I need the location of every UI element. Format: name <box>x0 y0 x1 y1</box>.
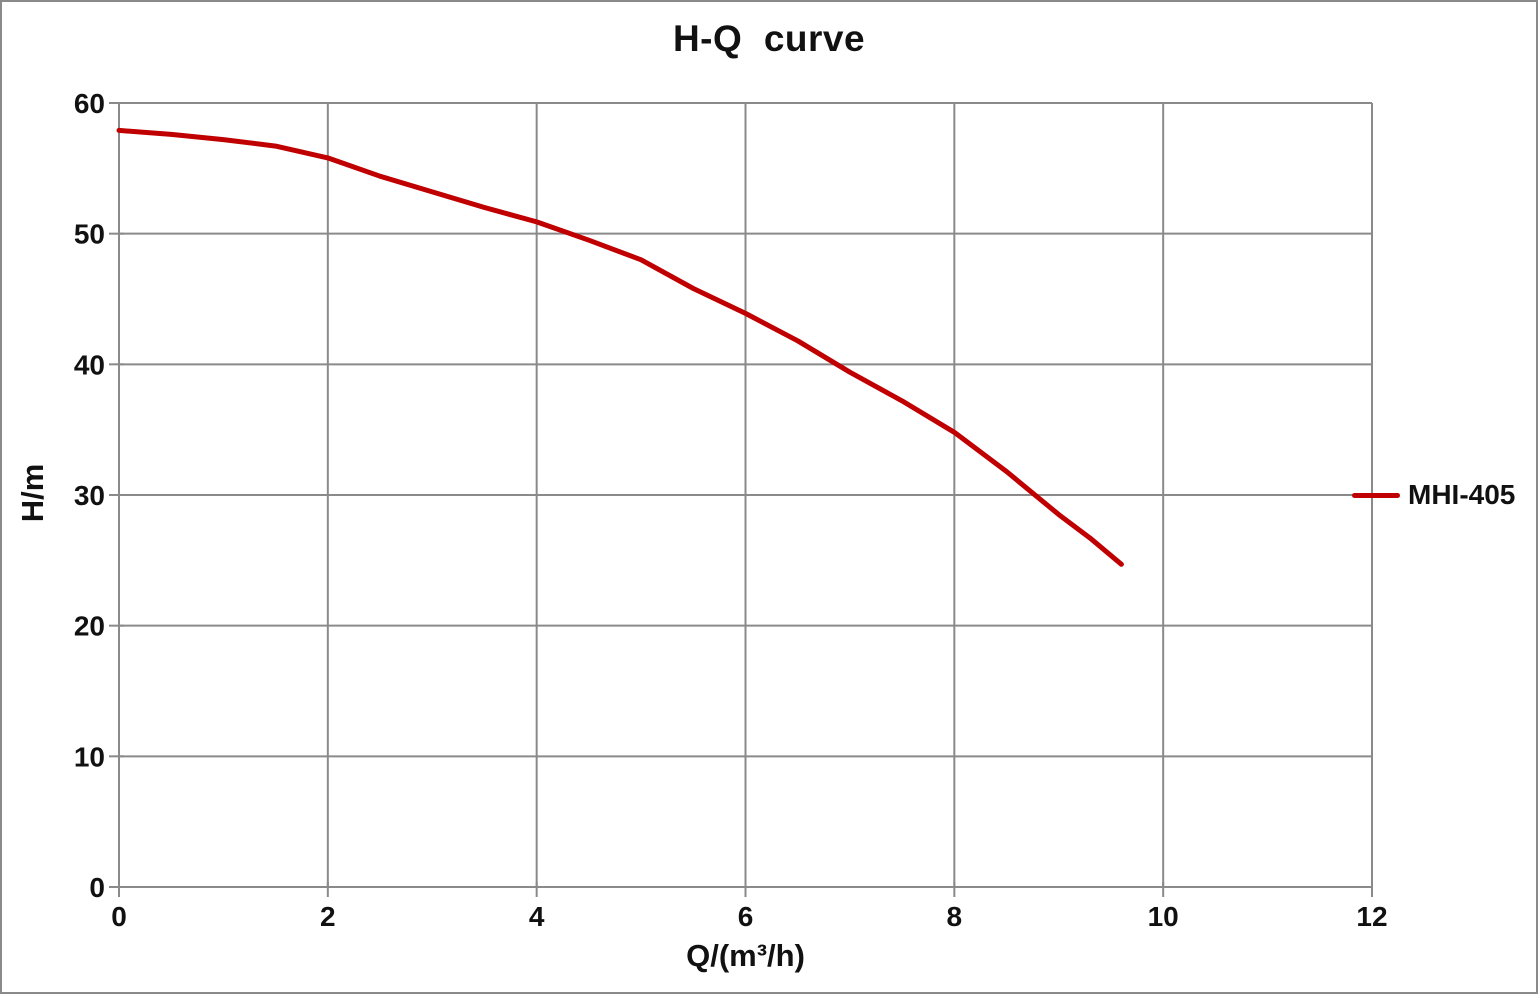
y-tick-label: 10 <box>74 741 105 772</box>
y-tick-label: 60 <box>74 88 105 119</box>
y-axis-title: H/m <box>15 463 50 523</box>
x-tick-label: 2 <box>320 901 336 932</box>
x-tick-label: 0 <box>111 901 127 932</box>
x-tick-label: 10 <box>1148 901 1179 932</box>
chart-title: H-Q curve <box>672 18 866 59</box>
y-tick-label: 30 <box>74 480 105 511</box>
hq-curve-line <box>116 127 1124 567</box>
x-tick-label: 6 <box>738 901 754 932</box>
x-axis-title: Q/(m³/h) <box>686 938 805 973</box>
legend-line-sample <box>1352 492 1400 498</box>
legend: MHI-405 <box>1352 479 1515 511</box>
y-tick-label: 50 <box>74 219 105 250</box>
y-tick-label: 40 <box>74 349 105 380</box>
y-tick-label: 0 <box>89 872 105 903</box>
x-tick-label: 8 <box>947 901 963 932</box>
legend-label: MHI-405 <box>1408 479 1516 510</box>
x-tick-label: 4 <box>529 901 545 932</box>
y-tick-label: 20 <box>74 611 105 642</box>
x-tick-label: 12 <box>1356 901 1387 932</box>
